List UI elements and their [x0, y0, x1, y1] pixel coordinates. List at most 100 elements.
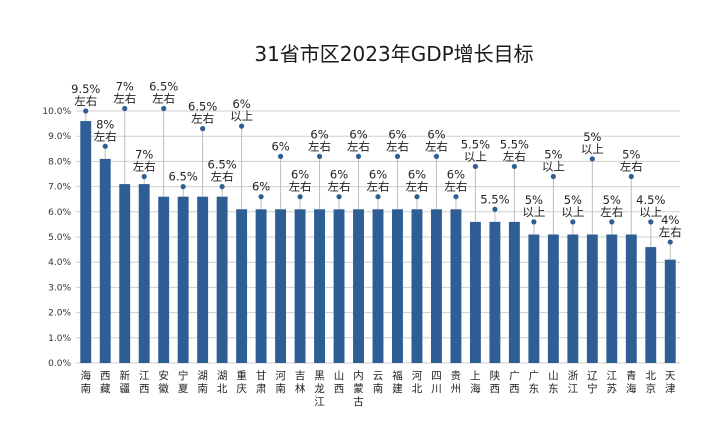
category-label: 浙江 — [568, 370, 579, 395]
data-label: 7% — [135, 148, 153, 162]
data-label-qualifier: 左右 — [386, 139, 409, 153]
data-label: 6% — [408, 168, 426, 182]
data-label: 6% — [232, 97, 250, 111]
bar-19 — [430, 209, 442, 363]
bar-2 — [99, 158, 111, 363]
y-tick-label: 8.0% — [48, 157, 71, 167]
data-label: 5.5% — [461, 137, 490, 151]
data-label-qualifier: 左右 — [503, 149, 526, 163]
category-label: 广西 — [509, 370, 520, 395]
data-labels: 9.5%左右8%左右7%左右7%左右6.5%左右6.5%6.5%左右6.5%左右… — [71, 79, 682, 260]
data-label-qualifier: 以上 — [464, 149, 487, 163]
category-label: 宁夏 — [178, 369, 189, 395]
category-label: 江苏 — [607, 370, 618, 395]
marker-dot — [531, 219, 537, 225]
data-label: 6% — [388, 127, 406, 141]
y-tick-label: 2.0% — [48, 309, 71, 319]
bar-14 — [333, 209, 345, 363]
marker-dot — [453, 194, 459, 200]
data-label: 6% — [447, 168, 465, 182]
marker-dot — [472, 163, 479, 170]
bar-10 — [255, 209, 267, 363]
data-label-qualifier: 左右 — [133, 160, 156, 174]
data-label-qualifier: 以上 — [542, 160, 565, 174]
y-tick-label: 9.0% — [48, 132, 71, 142]
bar-28 — [606, 234, 618, 363]
marker-dot — [83, 108, 89, 114]
marker-dot — [433, 153, 440, 159]
category-label: 四川 — [431, 370, 442, 395]
data-label-qualifier: 左右 — [347, 139, 370, 153]
data-label: 5% — [603, 193, 621, 207]
marker-dot — [200, 126, 206, 132]
bar-6 — [177, 196, 189, 363]
data-label: 5% — [564, 193, 582, 207]
category-label: 重庆 — [236, 369, 247, 395]
marker-dot — [258, 194, 264, 200]
marker-dot — [141, 173, 147, 180]
category-label: 湖南 — [197, 370, 208, 395]
bar-21 — [469, 221, 481, 363]
bar-7 — [197, 196, 209, 363]
data-label: 5.5% — [500, 137, 529, 151]
bar-12 — [294, 209, 306, 363]
data-label-qualifier: 左右 — [211, 170, 234, 184]
bar-27 — [586, 234, 598, 363]
data-label: 6% — [330, 168, 348, 182]
category-label: 安徽 — [158, 369, 169, 395]
category-label: 山东 — [548, 370, 559, 395]
marker-dot — [414, 194, 420, 200]
data-label: 6% — [369, 168, 387, 182]
data-label: 6% — [349, 127, 367, 141]
category-label: 黑龙江 — [314, 370, 325, 408]
y-tick-label: 4.0% — [48, 258, 71, 268]
y-axis: 0.0% 1.0% 2.0% 3.0% 4.0% 5.0% 6.0% 7.0% 8.0% 9.0%… — [42, 107, 71, 369]
data-label-qualifier: 左右 — [405, 180, 428, 194]
data-label: 9.5% — [71, 82, 100, 96]
bar-13 — [314, 209, 326, 363]
data-label: 6.5% — [169, 170, 198, 184]
data-label: 6.5% — [188, 100, 217, 114]
marker-dot — [667, 239, 673, 245]
bar-30 — [645, 247, 657, 363]
category-label: 北京 — [646, 370, 657, 395]
data-label: 6% — [271, 139, 289, 153]
bar-1 — [80, 121, 92, 363]
data-label: 6% — [291, 168, 309, 182]
category-label: 云南 — [373, 370, 384, 395]
category-label: 甘肃 — [256, 369, 267, 395]
category-label: 内蒙古 — [353, 369, 364, 408]
category-label: 河北 — [412, 370, 423, 395]
data-label: 7% — [116, 79, 134, 93]
bar-26 — [567, 234, 579, 363]
data-label-qualifier: 左右 — [191, 112, 214, 126]
data-label-qualifier: 以上 — [581, 142, 604, 156]
data-label: 5.5% — [480, 192, 509, 206]
marker-dot — [550, 173, 556, 180]
marker-dot — [219, 184, 225, 190]
marker-dot — [394, 153, 401, 159]
data-label-qualifier: 左右 — [152, 91, 175, 105]
bar-17 — [392, 209, 403, 363]
marker-dot — [648, 219, 654, 225]
data-label-qualifier: 以上 — [561, 205, 584, 219]
marker-dot — [277, 153, 284, 159]
marker-dot — [316, 153, 323, 159]
category-label: 新疆 — [119, 369, 130, 395]
data-label: 4.5% — [636, 193, 665, 207]
data-label-qualifier: 左右 — [620, 160, 643, 174]
bar-4 — [138, 184, 150, 363]
bar-31 — [664, 259, 676, 363]
bars — [80, 121, 676, 363]
category-label: 山西 — [334, 370, 345, 395]
marker-dot — [589, 156, 595, 162]
bar-9 — [236, 209, 248, 363]
data-label-qualifier: 左右 — [425, 139, 448, 153]
bar-20 — [450, 209, 462, 363]
data-label: 6.5% — [149, 79, 178, 93]
data-label-qualifier: 以上 — [230, 109, 253, 123]
bar-23 — [508, 221, 520, 363]
marker-dot — [336, 194, 342, 200]
category-label: 吉林 — [295, 370, 306, 395]
marker-dot — [375, 194, 381, 200]
